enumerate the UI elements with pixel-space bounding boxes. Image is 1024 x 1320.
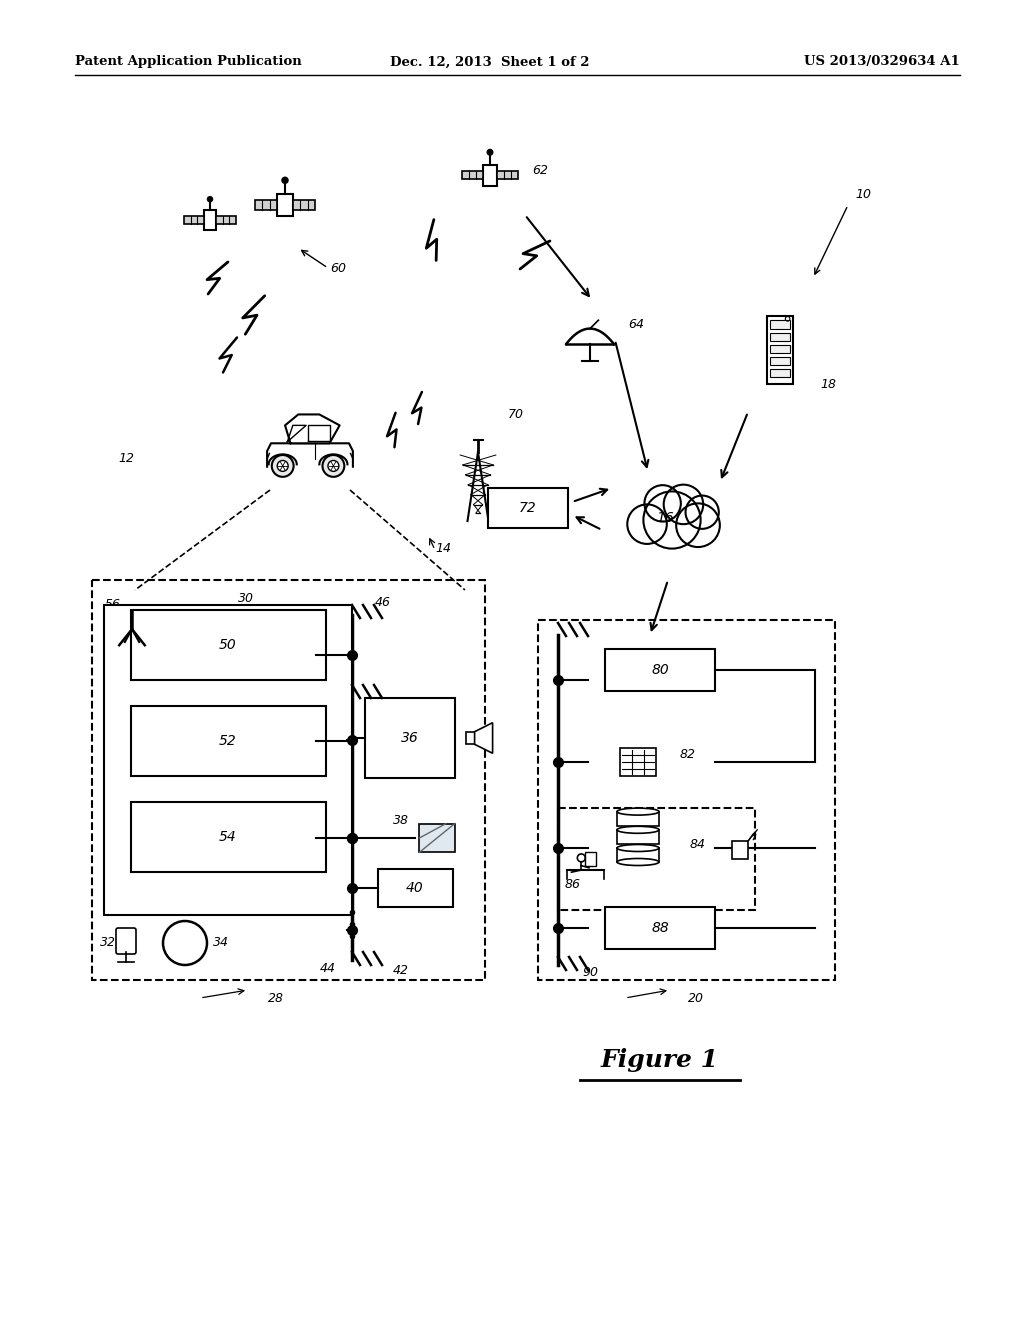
Bar	[204, 210, 216, 230]
Bar	[767, 315, 794, 384]
Text: 46: 46	[375, 595, 391, 609]
Bar	[617, 847, 659, 862]
Text: 44: 44	[319, 961, 336, 974]
Circle shape	[323, 455, 344, 477]
Bar	[732, 841, 749, 859]
Polygon shape	[285, 414, 340, 444]
Bar	[770, 321, 791, 329]
Bar	[216, 216, 236, 224]
Text: 42: 42	[393, 964, 409, 977]
Text: US 2013/0329634 A1: US 2013/0329634 A1	[804, 55, 961, 69]
Bar	[466, 731, 474, 744]
Text: 54: 54	[219, 830, 237, 843]
Bar	[605, 907, 715, 949]
Polygon shape	[267, 444, 353, 467]
Text: Patent Application Publication: Patent Application Publication	[75, 55, 302, 69]
Bar	[770, 333, 791, 341]
Circle shape	[643, 491, 700, 549]
Circle shape	[208, 197, 213, 202]
FancyBboxPatch shape	[116, 928, 136, 954]
Bar	[488, 488, 568, 528]
Text: 86: 86	[565, 879, 581, 891]
Bar	[92, 579, 485, 979]
Text: 64: 64	[628, 318, 644, 331]
Text: 14: 14	[435, 541, 451, 554]
Bar	[130, 610, 326, 680]
Bar	[483, 165, 497, 186]
Ellipse shape	[617, 808, 659, 814]
Bar	[538, 620, 835, 979]
Text: 80: 80	[651, 663, 669, 677]
Text: 50: 50	[219, 638, 237, 652]
Bar	[617, 830, 659, 843]
Circle shape	[487, 149, 493, 154]
Bar	[770, 370, 791, 378]
Bar	[255, 201, 278, 210]
Bar	[293, 201, 315, 210]
Circle shape	[644, 486, 681, 521]
Text: 90: 90	[582, 965, 598, 978]
Text: 52: 52	[219, 734, 237, 748]
Text: 18: 18	[820, 379, 836, 392]
Bar	[378, 869, 453, 907]
Bar	[617, 812, 659, 825]
Text: 36: 36	[401, 731, 419, 744]
Text: 28: 28	[268, 991, 284, 1005]
Bar	[104, 605, 352, 915]
Bar	[130, 803, 326, 873]
Circle shape	[278, 461, 288, 471]
Bar	[365, 698, 455, 777]
Bar	[558, 808, 755, 909]
Ellipse shape	[617, 826, 659, 833]
Circle shape	[664, 484, 703, 524]
Text: 30: 30	[238, 591, 254, 605]
Text: Figure 1: Figure 1	[601, 1048, 719, 1072]
Bar	[497, 170, 518, 180]
Circle shape	[271, 455, 294, 477]
Bar	[605, 649, 715, 690]
Text: 20: 20	[688, 991, 705, 1005]
Text: 70: 70	[508, 408, 524, 421]
Circle shape	[676, 503, 720, 546]
Circle shape	[328, 461, 339, 471]
Ellipse shape	[617, 845, 659, 851]
Text: 62: 62	[532, 164, 548, 177]
Bar	[130, 706, 326, 776]
Bar	[770, 356, 791, 366]
Circle shape	[628, 504, 667, 544]
Bar	[462, 170, 483, 180]
Text: 12: 12	[118, 451, 134, 465]
Text: 60: 60	[330, 261, 346, 275]
Text: 38: 38	[393, 813, 409, 826]
Ellipse shape	[617, 858, 659, 866]
Text: 84: 84	[690, 838, 706, 851]
Text: 56: 56	[105, 598, 121, 611]
Text: Dec. 12, 2013  Sheet 1 of 2: Dec. 12, 2013 Sheet 1 of 2	[390, 55, 590, 69]
Text: 16: 16	[656, 511, 674, 525]
Text: 32: 32	[100, 936, 116, 949]
Circle shape	[685, 495, 719, 529]
Bar	[184, 216, 204, 224]
Text: 40: 40	[407, 880, 424, 895]
Text: 34: 34	[213, 936, 229, 949]
Bar	[585, 853, 596, 866]
Text: 82: 82	[680, 748, 696, 762]
Text: 72: 72	[519, 502, 537, 515]
Bar	[420, 824, 455, 853]
Polygon shape	[474, 723, 493, 754]
Text: 88: 88	[651, 921, 669, 935]
Bar	[770, 345, 791, 352]
Text: 10: 10	[855, 189, 871, 202]
Bar	[278, 194, 293, 216]
Circle shape	[282, 177, 288, 183]
Bar	[620, 747, 656, 776]
